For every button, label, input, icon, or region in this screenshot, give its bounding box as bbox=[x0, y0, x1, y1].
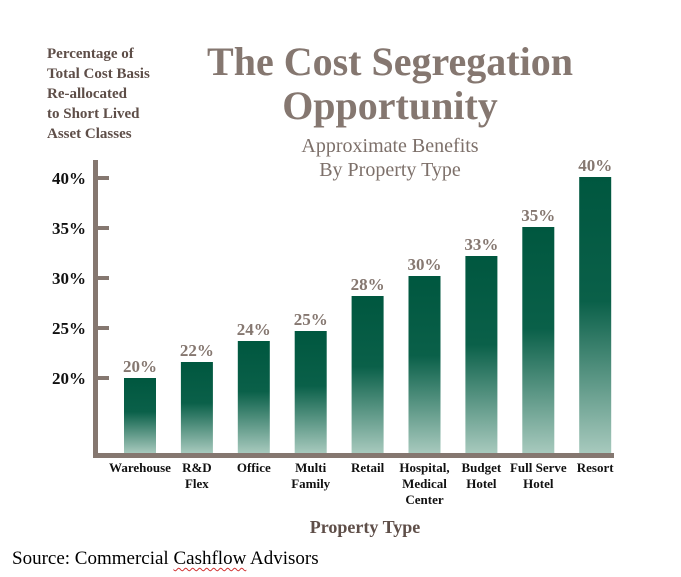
chart-title-line: Opportunity bbox=[282, 83, 498, 128]
x-tick-label: Multi Family bbox=[271, 460, 351, 492]
x-axis-title: Property Type bbox=[309, 517, 421, 537]
source-note: Source: Commercial Cashflow Advisors bbox=[12, 548, 319, 570]
y-axis-title-line: to Short Lived bbox=[47, 106, 140, 122]
bar bbox=[522, 227, 555, 453]
y-tick-label: 30% bbox=[52, 269, 86, 288]
x-tick-label: R&D Flex bbox=[157, 460, 237, 492]
y-tick bbox=[96, 326, 109, 330]
bar bbox=[579, 177, 612, 453]
y-tick bbox=[96, 276, 109, 280]
data-label: 20% bbox=[123, 357, 157, 376]
bar bbox=[408, 276, 441, 453]
x-tick-label: Hospital, Medical Center bbox=[385, 460, 465, 508]
data-label: 22% bbox=[180, 341, 214, 360]
chart-title-line: The Cost Segregation bbox=[207, 39, 573, 84]
y-tick bbox=[96, 226, 109, 230]
x-tick-label-line: Budget bbox=[461, 460, 502, 475]
x-tick-label: Budget Hotel bbox=[441, 460, 521, 492]
data-label: 40% bbox=[578, 156, 612, 175]
x-tick-label: Resort bbox=[555, 460, 635, 476]
chart-subtitle: Approximate Benefits By Property Type bbox=[240, 134, 540, 182]
source-prefix: Source: Commercial bbox=[12, 548, 174, 569]
x-tick-label-line: Full Serve bbox=[509, 460, 567, 475]
x-tick-label: Office bbox=[214, 460, 294, 476]
bar bbox=[180, 362, 213, 453]
x-tick-label: Full Serve Hotel bbox=[498, 460, 578, 492]
x-tick-label-line: Resort bbox=[576, 460, 614, 475]
spellcheck-flagged-word: Cashflow bbox=[173, 548, 247, 569]
data-label: 33% bbox=[464, 235, 498, 254]
y-axis-title-line: Total Cost Basis bbox=[47, 66, 150, 82]
bar bbox=[124, 378, 156, 453]
x-tick-label-line: Office bbox=[236, 460, 271, 475]
y-axis-title-line: Asset Classes bbox=[47, 126, 132, 142]
data-label: 25% bbox=[294, 310, 328, 329]
data-label: 28% bbox=[351, 275, 385, 294]
chart-subtitle-line: Approximate Benefits bbox=[301, 135, 479, 157]
y-axis-title-line: Re-allocated bbox=[47, 86, 127, 102]
x-tick-label-line: Retail bbox=[350, 460, 385, 475]
source-suffix: Advisors bbox=[246, 548, 319, 569]
x-tick-label-line: Hotel bbox=[523, 476, 554, 491]
x-tick-label-line: Warehouse bbox=[109, 460, 171, 475]
bar bbox=[237, 341, 270, 453]
x-tick-label-line: Family bbox=[291, 476, 331, 491]
x-tick-label-line: Hospital, bbox=[399, 460, 450, 475]
chart-title: The Cost Segregation Opportunity bbox=[190, 40, 590, 128]
data-label: 24% bbox=[237, 320, 271, 339]
x-tick-label-line: R&D bbox=[182, 460, 212, 475]
y-tick bbox=[96, 176, 109, 180]
data-label: 35% bbox=[521, 206, 555, 225]
x-tick-label: Retail bbox=[328, 460, 408, 476]
x-tick-label-line: Hotel bbox=[466, 476, 497, 491]
y-tick bbox=[96, 376, 109, 380]
x-tick-label-line: Flex bbox=[184, 476, 209, 491]
bar bbox=[465, 256, 498, 453]
bar bbox=[294, 331, 327, 453]
y-tick-label: 25% bbox=[52, 319, 86, 338]
x-tick-label-line: Center bbox=[405, 492, 444, 507]
x-tick-label-line: Medical bbox=[402, 476, 447, 491]
y-axis-line bbox=[93, 160, 98, 458]
y-tick-label: 35% bbox=[52, 219, 86, 238]
x-axis-line bbox=[93, 453, 614, 458]
y-tick-label: 40% bbox=[52, 169, 86, 188]
chart-subtitle-line: By Property Type bbox=[319, 159, 461, 181]
bar bbox=[351, 296, 384, 453]
y-axis-title: Percentage of Total Cost Basis Re-alloca… bbox=[47, 44, 150, 144]
data-label: 30% bbox=[408, 255, 442, 274]
x-tick-label-line: Multi bbox=[295, 460, 327, 475]
y-axis-title-line: Percentage of bbox=[47, 46, 134, 62]
x-tick-label: Warehouse bbox=[100, 460, 180, 476]
y-tick-label: 20% bbox=[52, 369, 86, 388]
